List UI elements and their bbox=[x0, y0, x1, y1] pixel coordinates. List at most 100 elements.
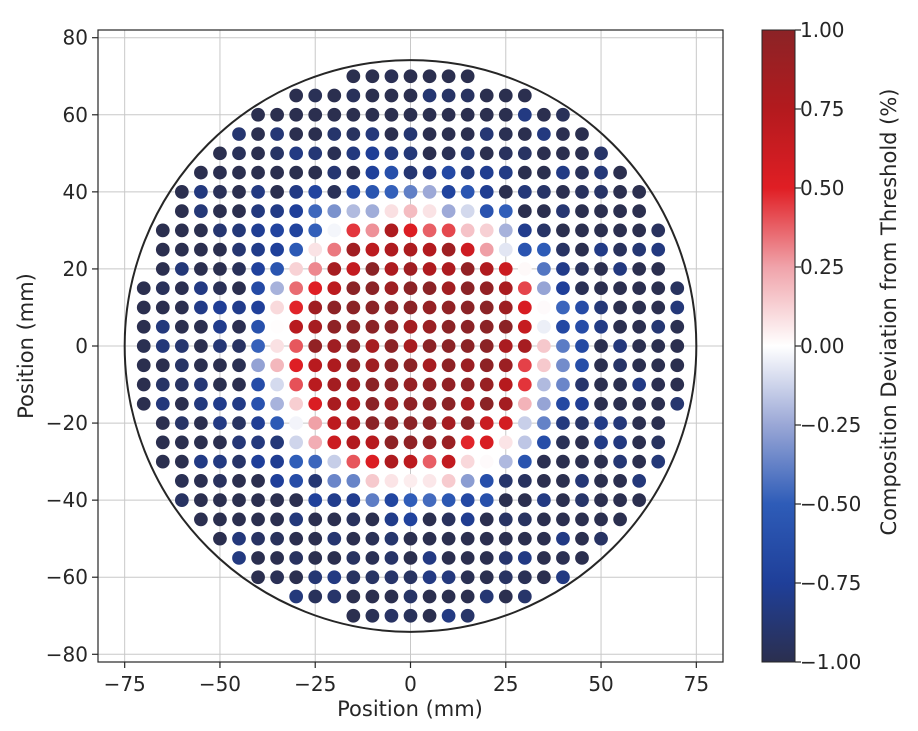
data-point bbox=[384, 339, 399, 353]
data-point bbox=[346, 474, 361, 488]
data-point bbox=[213, 319, 227, 334]
data-point bbox=[346, 377, 361, 392]
data-point bbox=[308, 396, 323, 411]
data-point bbox=[270, 435, 284, 450]
data-point bbox=[232, 204, 246, 218]
data-point bbox=[632, 493, 647, 508]
data-point bbox=[365, 512, 380, 527]
data-point bbox=[365, 493, 380, 508]
data-point bbox=[194, 416, 208, 430]
data-point bbox=[270, 319, 284, 334]
data-point bbox=[194, 165, 208, 180]
data-point bbox=[251, 319, 265, 334]
colorbar-tick-label: 0.00 bbox=[800, 334, 845, 358]
data-point bbox=[537, 300, 551, 315]
data-point bbox=[270, 184, 284, 199]
data-point bbox=[327, 165, 342, 180]
data-point bbox=[365, 454, 380, 469]
colorbar-tick-label: −0.50 bbox=[800, 492, 861, 516]
data-point bbox=[289, 512, 304, 527]
data-point bbox=[403, 551, 418, 565]
data-point bbox=[479, 396, 494, 411]
data-point bbox=[194, 300, 208, 315]
data-point bbox=[460, 223, 475, 238]
data-point bbox=[460, 493, 475, 508]
data-point bbox=[498, 474, 513, 488]
data-point bbox=[498, 300, 513, 315]
data-point bbox=[270, 512, 284, 527]
data-point bbox=[365, 358, 380, 373]
data-point bbox=[575, 493, 589, 508]
data-point bbox=[213, 262, 227, 276]
data-point bbox=[270, 551, 284, 565]
data-point bbox=[556, 262, 570, 276]
data-point bbox=[346, 107, 361, 122]
data-point bbox=[632, 416, 647, 430]
data-point bbox=[479, 300, 494, 315]
data-point bbox=[537, 454, 551, 469]
data-point bbox=[422, 146, 437, 161]
data-point bbox=[594, 454, 608, 469]
data-point bbox=[403, 300, 418, 315]
data-point bbox=[365, 339, 380, 353]
data-point bbox=[556, 184, 570, 199]
data-point bbox=[194, 512, 208, 527]
data-point bbox=[384, 204, 399, 218]
data-point bbox=[422, 281, 437, 296]
data-point bbox=[537, 531, 551, 546]
data-point bbox=[251, 281, 265, 296]
data-point bbox=[270, 223, 284, 238]
data-point bbox=[537, 184, 551, 199]
data-point bbox=[308, 127, 323, 141]
data-point bbox=[537, 107, 551, 122]
data-point bbox=[498, 319, 513, 334]
data-point bbox=[308, 512, 323, 527]
data-point bbox=[346, 493, 361, 508]
data-point bbox=[232, 127, 246, 141]
data-point bbox=[613, 416, 627, 430]
data-point bbox=[594, 184, 608, 199]
data-point bbox=[651, 242, 666, 257]
data-point bbox=[365, 223, 380, 238]
data-point bbox=[422, 319, 437, 334]
data-point bbox=[632, 358, 647, 373]
data-point bbox=[270, 454, 284, 469]
data-point bbox=[479, 531, 494, 546]
data-point bbox=[460, 204, 475, 218]
data-point bbox=[556, 474, 570, 488]
data-point bbox=[403, 358, 418, 373]
data-point bbox=[632, 300, 647, 315]
x-tick-label: 25 bbox=[493, 672, 518, 696]
data-point bbox=[174, 493, 189, 508]
data-point bbox=[232, 184, 246, 199]
data-point bbox=[346, 589, 361, 604]
data-point bbox=[327, 223, 342, 238]
data-point bbox=[346, 454, 361, 469]
data-point bbox=[346, 281, 361, 296]
data-point bbox=[232, 262, 246, 276]
data-point bbox=[346, 204, 361, 218]
data-point bbox=[441, 570, 456, 585]
data-point bbox=[194, 339, 208, 353]
data-point bbox=[556, 339, 570, 353]
data-point bbox=[632, 474, 647, 488]
colorbar bbox=[761, 29, 796, 663]
data-point bbox=[346, 531, 361, 546]
data-point bbox=[365, 416, 380, 430]
data-point bbox=[498, 281, 513, 296]
data-point bbox=[289, 435, 304, 450]
data-point bbox=[517, 107, 532, 122]
data-point bbox=[384, 88, 399, 103]
data-point bbox=[365, 107, 380, 122]
data-point bbox=[308, 262, 323, 276]
data-point bbox=[460, 69, 475, 84]
data-point bbox=[327, 339, 342, 353]
data-point bbox=[213, 339, 227, 353]
data-point bbox=[270, 377, 284, 392]
data-point bbox=[613, 281, 627, 296]
data-point bbox=[403, 396, 418, 411]
data-point bbox=[575, 474, 589, 488]
data-point bbox=[479, 107, 494, 122]
data-point bbox=[670, 358, 685, 373]
data-point bbox=[270, 107, 284, 122]
